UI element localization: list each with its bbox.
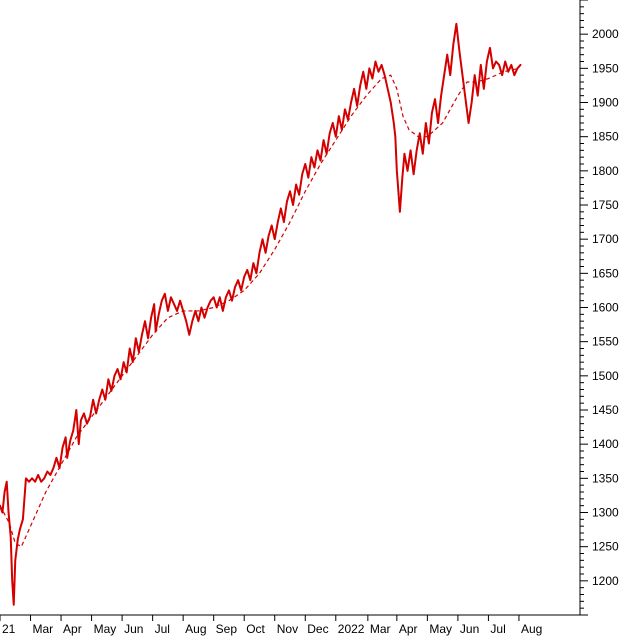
y-tick-label: 1500: [592, 369, 619, 383]
x-tick-label: Mar: [33, 622, 54, 636]
y-tick-label: 1800: [592, 164, 619, 178]
x-tick-label: Jun: [460, 622, 479, 636]
y-tick-label: 1650: [592, 266, 619, 280]
y-tick-label: 1850: [592, 130, 619, 144]
x-tick-label: May: [429, 622, 452, 636]
y-tick-label: 1450: [592, 403, 619, 417]
y-tick-label: 1250: [592, 540, 619, 554]
x-tick-label: Jul: [155, 622, 170, 636]
x-tick-label: Nov: [277, 622, 298, 636]
x-tick-label: Aug: [521, 622, 542, 636]
y-tick-label: 1600: [592, 301, 619, 315]
y-tick-label: 1700: [592, 232, 619, 246]
x-tick-label: Oct: [246, 622, 265, 636]
x-tick-label: Aug: [185, 622, 206, 636]
y-tick-label: 2000: [592, 27, 619, 41]
price-chart: 1200 1250 1300 1350 1400 1450 1500 1550 1600 1650…: [0, 0, 640, 644]
y-tick-label: 1950: [592, 61, 619, 75]
x-tick-label: Apr: [399, 622, 418, 636]
y-tick-label: 1550: [592, 335, 619, 349]
x-tick-label: Mar: [370, 622, 391, 636]
y-tick-label: 1200: [592, 574, 619, 588]
x-tick-label: May: [94, 622, 117, 636]
x-tick-label: Sep: [216, 622, 238, 636]
x-tick-label: Jul: [490, 622, 505, 636]
y-tick-label: 1400: [592, 437, 619, 451]
x-tick-label: 21: [2, 622, 16, 636]
x-tick-label: Apr: [63, 622, 82, 636]
chart-canvas: 1200 1250 1300 1350 1400 1450 1500 1550 1600 1650…: [0, 0, 640, 644]
y-tick-label: 1350: [592, 471, 619, 485]
y-tick-label: 1900: [592, 96, 619, 110]
y-tick-label: 1750: [592, 198, 619, 212]
y-tick-label: 1300: [592, 506, 619, 520]
x-tick-label: Jun: [124, 622, 143, 636]
x-tick-label: 2022: [338, 622, 365, 636]
x-tick-label: Dec: [307, 622, 328, 636]
